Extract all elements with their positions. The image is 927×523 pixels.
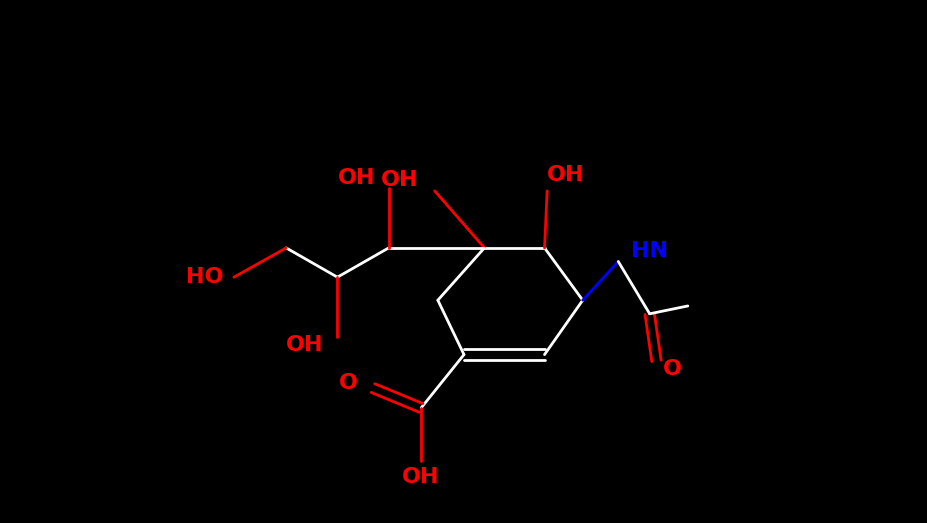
Text: OH: OH (381, 170, 418, 190)
Text: HO: HO (185, 267, 223, 287)
Text: HN: HN (630, 241, 667, 261)
Text: OH: OH (337, 168, 375, 188)
Text: O: O (339, 373, 358, 393)
Text: OH: OH (402, 467, 439, 487)
Text: OH: OH (547, 165, 584, 185)
Text: O: O (662, 359, 681, 379)
Text: OH: OH (286, 335, 324, 355)
